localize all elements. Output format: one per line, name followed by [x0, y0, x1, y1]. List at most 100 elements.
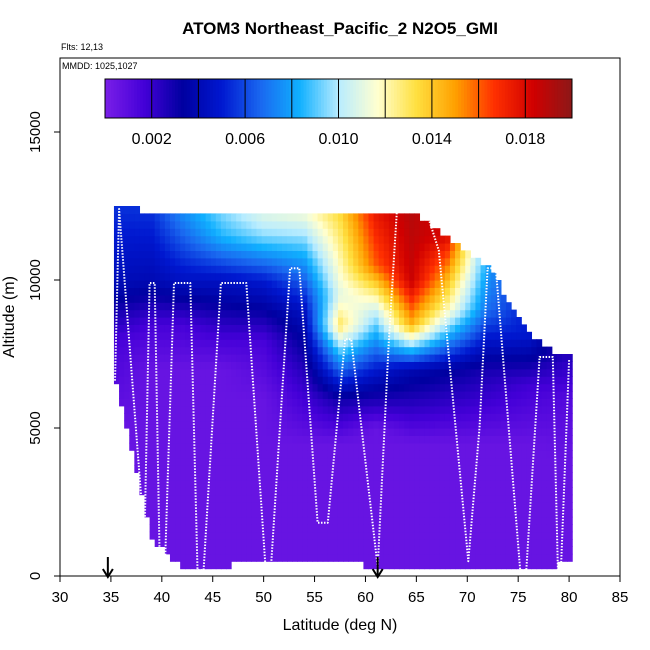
heatmap-cell	[200, 220, 207, 229]
heatmap-cell	[460, 398, 466, 407]
heatmap-cell	[388, 213, 395, 222]
heatmap-cell	[236, 368, 242, 377]
heatmap-cell	[251, 428, 258, 436]
heatmap-cell	[241, 368, 247, 377]
heatmap-cell	[220, 561, 227, 570]
heatmap-cell	[470, 265, 477, 274]
heatmap-cell	[276, 235, 283, 244]
heatmap-cell	[444, 368, 451, 377]
heatmap-cell	[343, 376, 349, 385]
heatmap-cell	[556, 450, 563, 459]
heatmap-cell	[200, 331, 207, 340]
heatmap-cell	[180, 465, 186, 473]
heatmap-cell	[485, 516, 492, 525]
heatmap-cell	[434, 354, 441, 362]
heatmap-cell	[241, 546, 247, 555]
heatmap-cell	[404, 479, 410, 488]
heatmap-cell	[307, 294, 314, 303]
heatmap-cell	[327, 309, 334, 318]
heatmap-cell	[317, 428, 324, 436]
heatmap-cell	[444, 561, 451, 570]
heatmap-cell	[353, 317, 359, 325]
heatmap-cell	[516, 494, 522, 503]
heatmap-cell	[169, 368, 176, 377]
heatmap-cell	[348, 435, 354, 444]
heatmap-cell	[261, 413, 268, 422]
heatmap-cell	[271, 265, 278, 274]
heatmap-cell	[521, 442, 527, 451]
heatmap-cell	[169, 213, 176, 222]
heatmap-cell	[434, 546, 441, 555]
heatmap-cell	[231, 442, 237, 451]
heatmap-cell	[485, 354, 492, 362]
heatmap-cell	[500, 494, 507, 503]
heatmap-cell	[139, 428, 146, 436]
heatmap-cell	[139, 265, 146, 274]
heatmap-cell	[307, 250, 314, 259]
heatmap-cell	[149, 420, 156, 429]
heatmap-cell	[373, 502, 380, 510]
heatmap-cell	[190, 435, 197, 444]
heatmap-cell	[409, 309, 415, 318]
colorbar-tick-label: 0.014	[412, 131, 452, 148]
heatmap-cell	[556, 442, 563, 451]
heatmap-cell	[500, 413, 507, 422]
heatmap-cell	[266, 539, 273, 547]
heatmap-cell	[424, 479, 431, 488]
heatmap-cell	[139, 398, 146, 407]
heatmap-cell	[139, 331, 146, 340]
heatmap-cell	[337, 280, 344, 288]
heatmap-cell	[404, 376, 410, 385]
heatmap-cell	[495, 509, 502, 518]
heatmap-cell	[220, 272, 227, 281]
heatmap-cell	[266, 368, 273, 377]
heatmap-cell	[414, 228, 421, 237]
heatmap-cell	[444, 472, 451, 481]
x-tick-label: 30	[52, 589, 69, 606]
heatmap-cell	[485, 376, 492, 385]
heatmap-cell	[373, 465, 380, 473]
heatmap-cell	[424, 524, 431, 533]
heatmap-cell	[149, 213, 156, 222]
heatmap-cell	[261, 331, 268, 340]
heatmap-cell	[434, 435, 441, 444]
heatmap-cell	[205, 383, 212, 392]
heatmap-cell	[358, 494, 365, 503]
heatmap-cell	[429, 465, 436, 473]
heatmap-cell	[297, 361, 303, 370]
heatmap-cell	[455, 494, 461, 503]
heatmap-cell	[134, 213, 141, 222]
heatmap-cell	[444, 243, 451, 251]
heatmap-cell	[256, 450, 263, 459]
heatmap-cell	[511, 346, 517, 355]
heatmap-cell	[281, 368, 288, 377]
heatmap-cell	[388, 420, 395, 429]
heatmap-cell	[368, 487, 375, 496]
heatmap-cell	[205, 465, 212, 473]
heatmap-cell	[302, 472, 309, 481]
heatmap-cell	[180, 472, 186, 481]
heatmap-cell	[556, 502, 563, 510]
heatmap-cell	[419, 546, 426, 555]
heatmap-cell	[256, 405, 263, 414]
heatmap-cell	[404, 450, 410, 459]
heatmap-cell	[287, 413, 293, 422]
heatmap-cell	[363, 479, 370, 488]
heatmap-cell	[399, 302, 405, 311]
heatmap-cell	[490, 457, 497, 466]
heatmap-cell	[353, 250, 359, 259]
heatmap-cell	[322, 546, 329, 555]
heatmap-cell	[180, 398, 186, 407]
heatmap-cell	[383, 257, 390, 266]
heatmap-cell	[271, 531, 278, 540]
heatmap-cell	[399, 346, 405, 355]
heatmap-cell	[409, 331, 415, 340]
heatmap-cell	[251, 420, 258, 429]
heatmap-cell	[139, 442, 146, 451]
heatmap-cell	[383, 457, 390, 466]
heatmap-cell	[261, 265, 268, 274]
x-axis-label: Latitude (deg N)	[283, 617, 398, 634]
heatmap-cell	[185, 502, 191, 510]
heatmap-cell	[531, 368, 538, 377]
heatmap-cell	[424, 287, 431, 296]
